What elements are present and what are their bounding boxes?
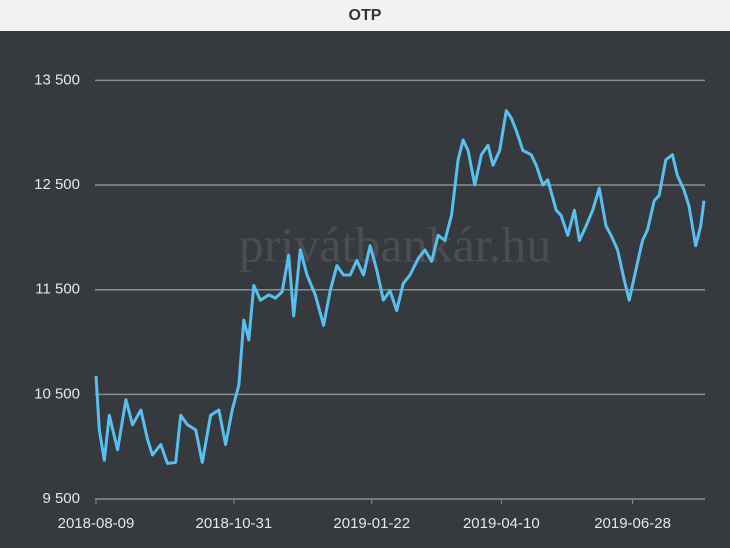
watermark: privátbankár.hu: [239, 216, 551, 272]
y-tick-label: 9 500: [42, 490, 80, 507]
x-tick-label: 2018-08-09: [58, 515, 135, 532]
price-line: [94, 109, 706, 465]
y-tick-label: 10 500: [34, 385, 80, 402]
y-tick-label: 13 500: [34, 71, 80, 88]
y-tick-label: 12 500: [34, 176, 80, 193]
x-tick-label: 2019-01-22: [333, 515, 410, 532]
chart-title: OTP: [349, 7, 382, 24]
x-tick-label: 2019-06-28: [594, 515, 671, 532]
x-tick-label: 2019-04-10: [463, 515, 540, 532]
x-tick-label: 2018-10-31: [196, 515, 273, 532]
title-bar: [0, 0, 730, 31]
y-tick-label: 11 500: [35, 281, 80, 298]
